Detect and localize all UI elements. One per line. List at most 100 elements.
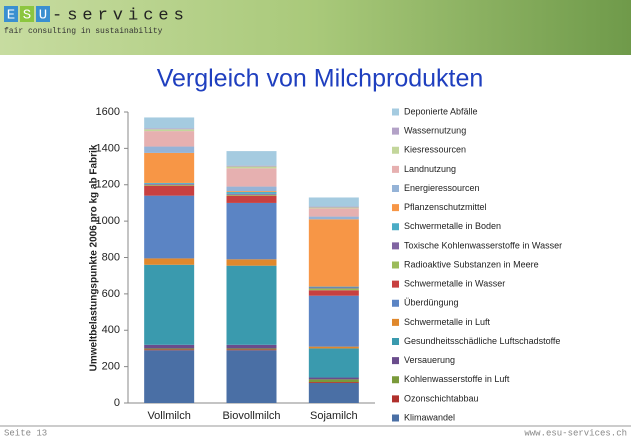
legend-label: Gesundheitsschädliche Luftschadstoffe [404, 336, 560, 346]
legend-swatch [392, 242, 399, 250]
legend-swatch [392, 261, 399, 269]
bar-segment [308, 206, 359, 208]
y-tick-label: 200 [102, 361, 120, 373]
bar-segment [226, 192, 277, 194]
bar-segment [144, 152, 195, 183]
bar-segment [308, 295, 359, 347]
logo-letter: U [39, 8, 47, 24]
bar-segment [308, 207, 359, 209]
x-tick-label: Biovollmilch [222, 410, 280, 422]
bar-segment [226, 202, 277, 260]
bar-segment [308, 348, 359, 378]
legend-swatch [392, 280, 399, 288]
bar-segment [308, 379, 359, 383]
bar-segment [226, 344, 277, 349]
header-band [0, 0, 631, 55]
legend-label: Landnutzung [404, 164, 456, 174]
y-tick-label: 1400 [96, 142, 120, 154]
legend-swatch [392, 376, 399, 384]
bar-segment [308, 197, 359, 207]
logo-letter: S [23, 8, 31, 24]
bar-segment [308, 219, 359, 287]
legend-label: Deponierte Abfälle [404, 106, 478, 116]
y-tick-label: 800 [102, 251, 120, 263]
bar-segment [144, 182, 195, 184]
page-number: Seite 13 [4, 428, 47, 438]
bar-segment [308, 286, 359, 288]
bar-segment [226, 349, 277, 351]
bar-segment [144, 128, 195, 130]
bar-segment [144, 146, 195, 153]
y-axis-label: Umweltbelastungspunkte 2006 pro kg ab Fa… [89, 144, 100, 371]
bar-segment [226, 350, 277, 403]
bar-segment [226, 191, 277, 193]
legend-label: Überdüngung [404, 298, 459, 308]
legend-label: Schwermetalle in Luft [404, 317, 491, 327]
bar-segment [144, 348, 195, 350]
legend-swatch [392, 204, 399, 212]
bar-segment [144, 258, 195, 265]
legend-label: Wassernutzung [404, 126, 466, 136]
bar-segment [226, 259, 277, 266]
x-tick-label: Vollmilch [147, 410, 190, 422]
bar-segment [308, 382, 359, 403]
legend-label: Toxische Kohlenwasserstoffe in Wasser [404, 240, 562, 250]
bar-segment [226, 194, 277, 196]
bar-segment [226, 186, 277, 192]
legend-label: Schwermetalle in Boden [404, 221, 501, 231]
legend-label: Energieressourcen [404, 183, 480, 193]
bar-segment [226, 195, 277, 203]
legend-label: Kohlenwasserstoffe in Luft [404, 374, 510, 384]
legend-swatch [392, 338, 399, 345]
y-tick-label: 0 [114, 397, 120, 409]
legend-swatch [392, 414, 399, 422]
y-tick-label: 400 [102, 324, 120, 336]
logo-box [20, 6, 34, 22]
logo-box [4, 6, 18, 22]
bar-segment [226, 168, 277, 187]
x-tick-label: Sojamilch [310, 410, 358, 422]
logo-brand: -services [52, 6, 189, 25]
legend-swatch [392, 357, 399, 365]
bar-segment [144, 349, 195, 351]
bar-segment [308, 377, 359, 380]
bar-segment [226, 193, 277, 195]
bar-segment [144, 195, 195, 259]
bar-segment [308, 346, 359, 349]
footer-url: www.esu-services.ch [524, 428, 627, 438]
bar-segment [144, 185, 195, 196]
legend-swatch [392, 395, 399, 403]
bar-segment [144, 129, 195, 132]
legend-swatch [392, 127, 399, 135]
legend-label: Kiesressourcen [404, 145, 466, 155]
bar-segment [144, 131, 195, 147]
legend-swatch [392, 165, 399, 173]
legend-label: Ozonschichtabbau [404, 393, 479, 403]
bar-segment [308, 288, 359, 291]
bar-segment [308, 287, 359, 289]
bar-segment [308, 290, 359, 296]
bar-segment [226, 348, 277, 350]
tagline: fair consulting in sustainability [4, 27, 163, 36]
bar-segment [226, 165, 277, 167]
legend-label: Pflanzenschutzmittel [404, 202, 487, 212]
bar-segment [144, 183, 195, 185]
bar-segment [308, 208, 359, 217]
legend-swatch [392, 318, 399, 326]
bar-segment [144, 264, 195, 345]
bar-segment [226, 166, 277, 169]
legend-label: Radioaktive Substanzen in Meere [404, 259, 539, 269]
logo-letter: E [7, 8, 15, 24]
bar-segment [308, 216, 359, 220]
bar-segment [144, 344, 195, 349]
logo-box [36, 6, 50, 22]
legend-swatch [392, 299, 399, 307]
legend-swatch [392, 146, 399, 154]
legend-label: Schwermetalle in Wasser [404, 279, 505, 289]
legend-label: Klimawandel [404, 412, 455, 422]
legend-label: Versauerung [404, 355, 455, 365]
y-tick-label: 1200 [96, 179, 120, 191]
bar-segment [226, 265, 277, 345]
y-tick-label: 600 [102, 288, 120, 300]
